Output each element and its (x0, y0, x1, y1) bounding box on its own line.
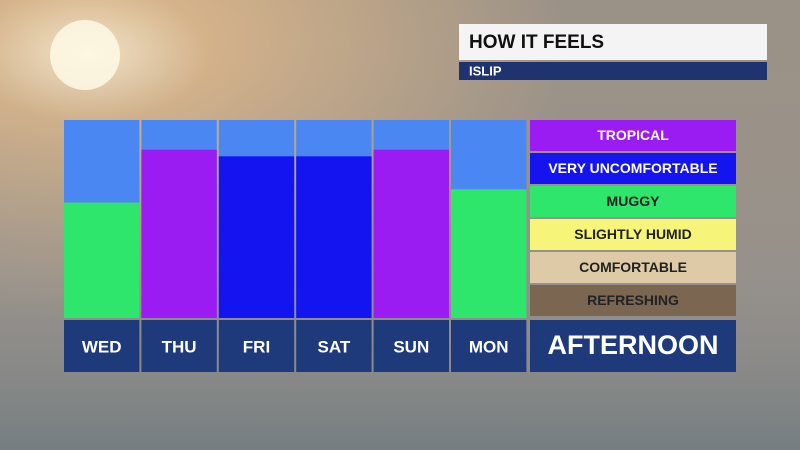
x-tick-label: THU (162, 337, 197, 356)
level-swatch (530, 153, 736, 184)
level-label: TROPICAL (597, 127, 669, 143)
bar (451, 189, 527, 318)
x-tick-label: FRI (243, 337, 270, 356)
bar (218, 156, 295, 318)
day-box (373, 320, 449, 372)
x-tick-label: SAT (318, 337, 351, 356)
level-label: COMFORTABLE (579, 259, 687, 275)
level-label: MUGGY (607, 193, 661, 209)
x-tick-label: WED (82, 337, 122, 356)
title: HOW IT FEELS (469, 32, 604, 53)
level-label: VERY UNCOMFORTABLE (548, 160, 717, 176)
day-box (451, 320, 527, 372)
x-label-box (530, 320, 736, 372)
title-box (459, 24, 767, 60)
day-box (296, 320, 372, 372)
x-tick-label: SUN (393, 337, 429, 356)
day-box (218, 320, 295, 372)
level-label: REFRESHING (587, 292, 679, 308)
level-swatch (530, 285, 736, 316)
level-swatch (530, 120, 736, 151)
day-box (141, 320, 217, 372)
bar (373, 149, 449, 318)
x-label: AFTERNOON (548, 330, 719, 360)
sun (50, 20, 120, 90)
level-swatch (530, 252, 736, 283)
level-label: SLIGHTLY HUMID (574, 226, 691, 242)
bar (296, 156, 372, 318)
x-tick-label: MON (469, 337, 509, 356)
level-swatch (530, 219, 736, 250)
day-box (64, 320, 140, 372)
subtitle: ISLIP (469, 63, 502, 78)
level-swatch (530, 186, 736, 217)
bar (141, 149, 217, 318)
subtitle-box (459, 62, 767, 80)
bar (64, 202, 140, 318)
